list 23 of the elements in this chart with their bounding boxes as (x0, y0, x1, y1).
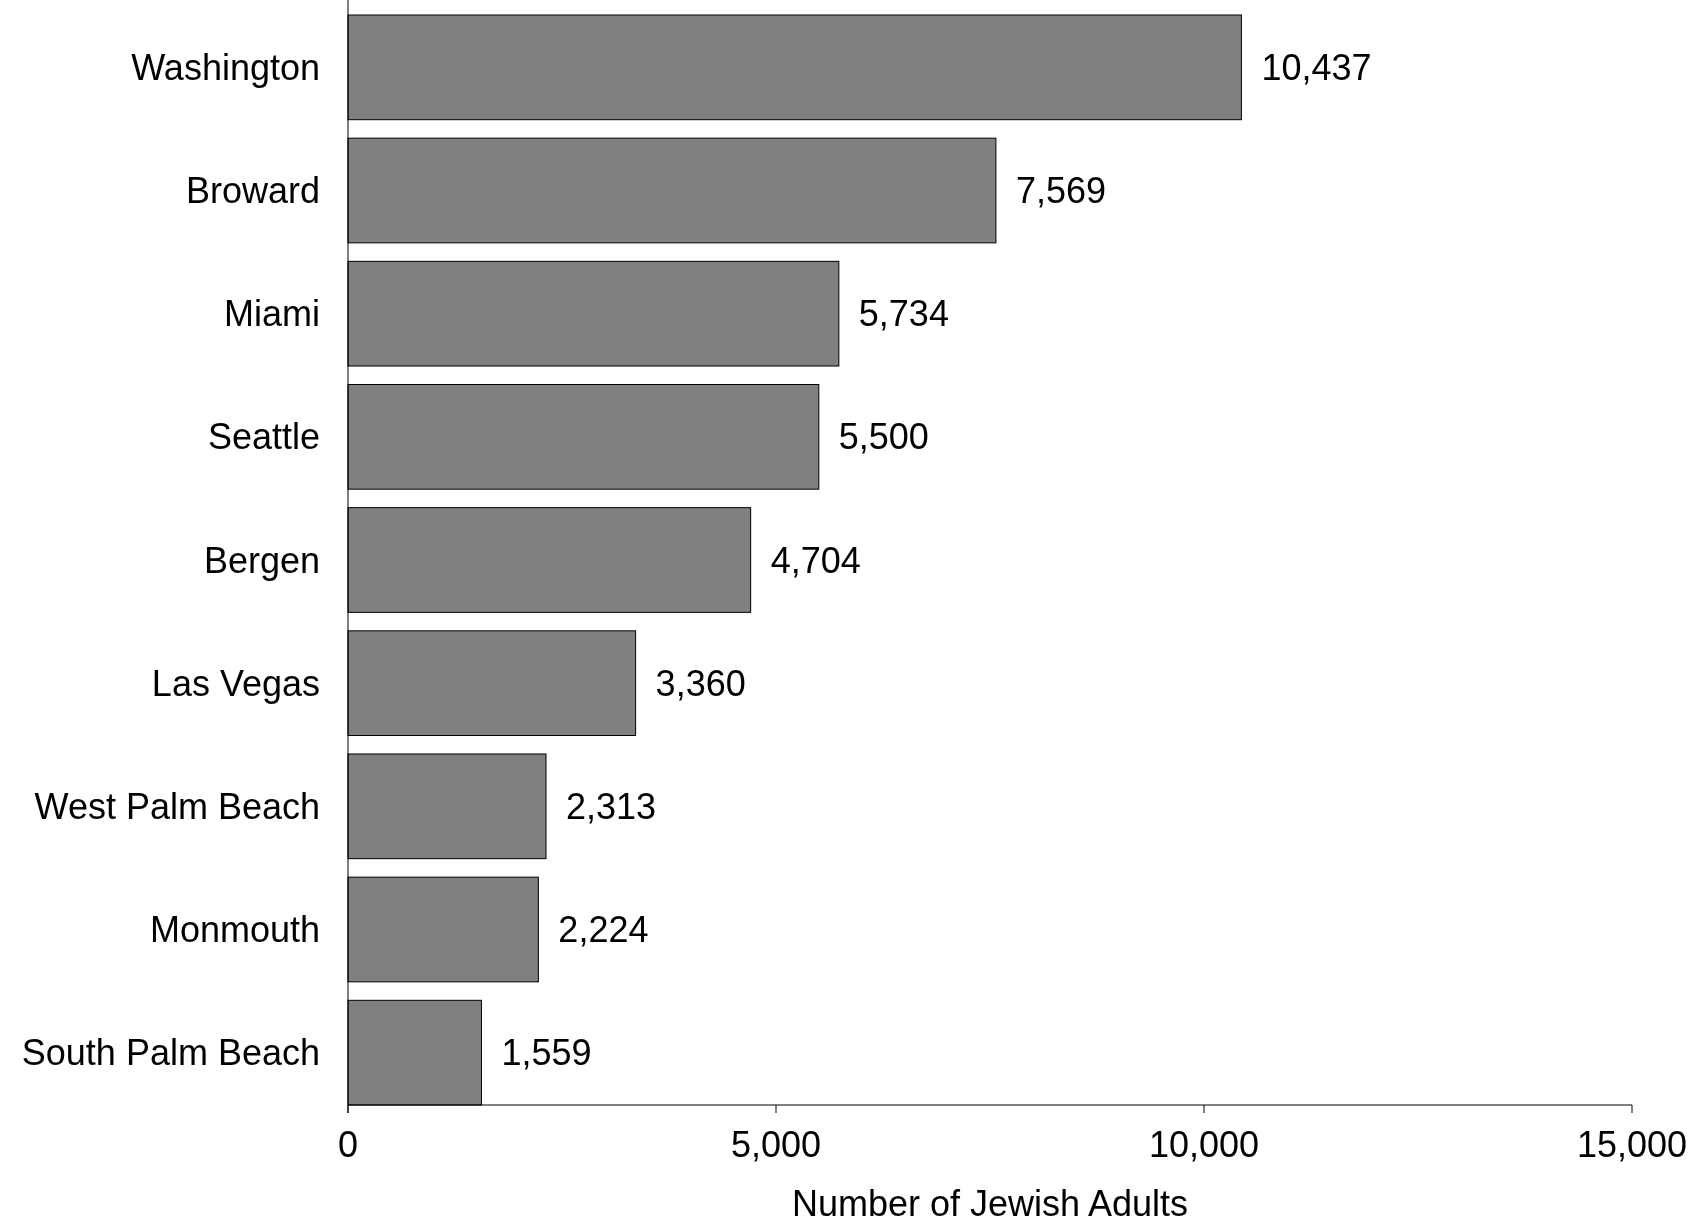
y-tick-label: Bergen (203, 539, 320, 581)
x-tick-label: 5,000 (730, 1124, 822, 1165)
data-label: 5,500 (838, 416, 929, 458)
y-tick-label: Washington (131, 46, 320, 88)
data-label: 1,559 (501, 1032, 592, 1074)
y-tick-label: Broward (185, 170, 320, 212)
y-tick-label: Seattle (207, 416, 320, 458)
x-tick-label: 0 (337, 1124, 359, 1165)
data-label: 10,437 (1261, 46, 1372, 88)
y-tick-label: Las Vegas (151, 662, 320, 704)
data-label: 2,224 (558, 909, 649, 951)
data-label: 5,734 (858, 293, 949, 335)
y-tick-label: Miami (224, 293, 320, 335)
data-label: 3,360 (655, 662, 746, 704)
x-tick-label: 10,000 (1148, 1124, 1260, 1165)
x-tick-label: 15,000 (1576, 1124, 1688, 1165)
data-label: 7,569 (1015, 170, 1106, 212)
x-axis-title: Number of Jewish Adults (791, 1183, 1189, 1224)
y-tick-label: Monmouth (149, 909, 320, 951)
y-tick-label: South Palm Beach (21, 1032, 320, 1074)
data-label: 2,313 (565, 785, 657, 827)
data-label: 4,704 (770, 539, 861, 581)
y-tick-label: West Palm Beach (34, 785, 320, 827)
